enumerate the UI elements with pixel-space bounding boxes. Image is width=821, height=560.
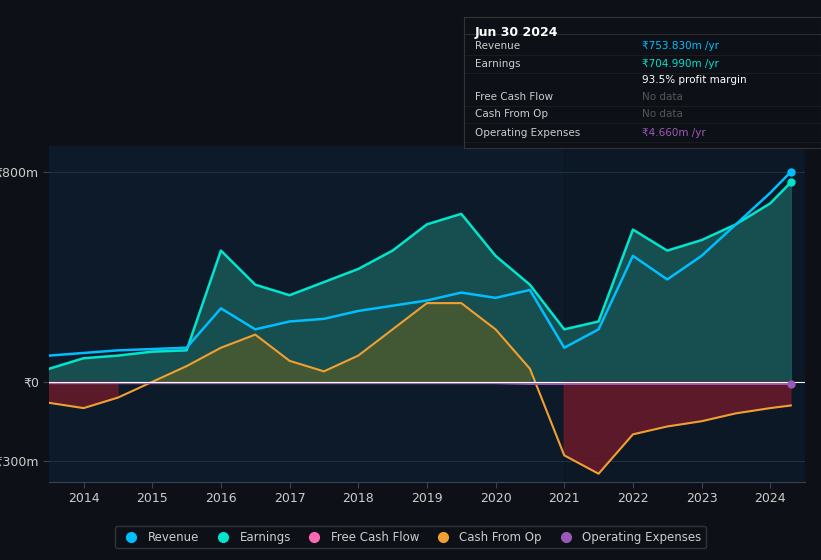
Bar [564, 146, 805, 482]
Text: 93.5% profit margin: 93.5% profit margin [643, 75, 747, 85]
Text: Revenue: Revenue [475, 41, 520, 51]
Text: No data: No data [643, 92, 683, 102]
Text: ₹4.660m /yr: ₹4.660m /yr [643, 128, 706, 138]
Text: Cash From Op: Cash From Op [475, 109, 548, 119]
Text: ₹704.990m /yr: ₹704.990m /yr [643, 59, 719, 69]
Legend: Revenue, Earnings, Free Cash Flow, Cash From Op, Operating Expenses: Revenue, Earnings, Free Cash Flow, Cash … [115, 526, 706, 548]
Text: Free Cash Flow: Free Cash Flow [475, 92, 553, 102]
Text: Operating Expenses: Operating Expenses [475, 128, 580, 138]
Text: Earnings: Earnings [475, 59, 520, 69]
Text: No data: No data [643, 109, 683, 119]
Text: ₹753.830m /yr: ₹753.830m /yr [643, 41, 719, 51]
Text: Jun 30 2024: Jun 30 2024 [475, 26, 558, 39]
